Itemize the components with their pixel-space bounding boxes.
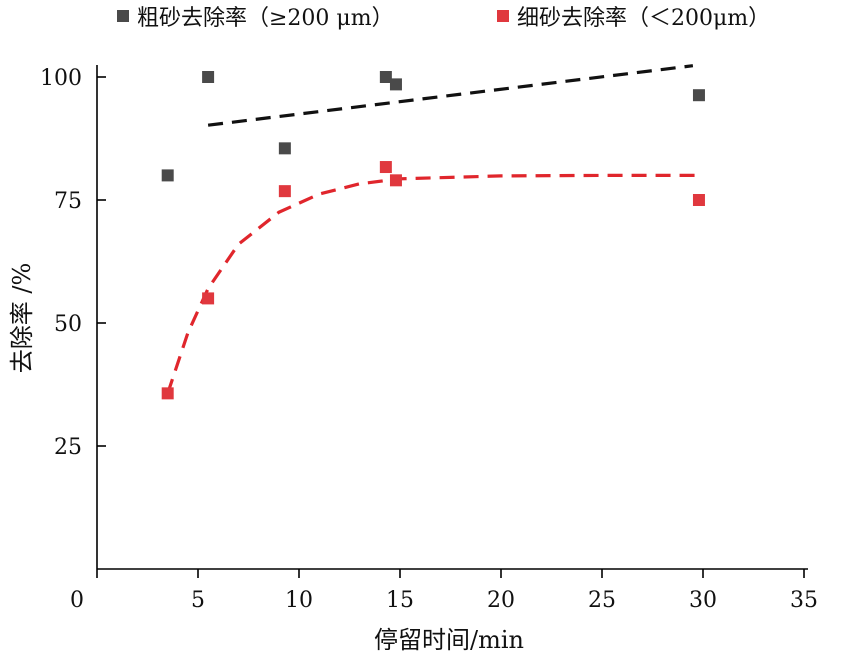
trend-line-coarse bbox=[207, 64, 694, 127]
x-tick-label: 5 bbox=[191, 588, 205, 613]
y-tick-label: 50 bbox=[54, 312, 82, 337]
legend-label-fine: 细砂去除率（＜200μm） bbox=[517, 6, 770, 31]
x-axis-title: 停留时间/min bbox=[374, 626, 524, 654]
data-markers bbox=[161, 71, 705, 400]
fine-data-point bbox=[379, 161, 392, 174]
coarse-data-point bbox=[389, 78, 402, 91]
y-axis-ticks: 25 50 75 100 bbox=[40, 66, 106, 460]
legend-marker-fine bbox=[497, 10, 509, 22]
axes: 0 5 10 15 20 25 30 35 25 50 75 100 bbox=[40, 65, 818, 613]
coarse-data-point bbox=[202, 71, 215, 83]
x-tick-label: 10 bbox=[285, 588, 313, 613]
coarse-data-point bbox=[161, 169, 174, 182]
fine-data-point bbox=[161, 387, 174, 400]
fine-data-point bbox=[202, 292, 215, 305]
x-tick-label: 25 bbox=[588, 588, 616, 613]
trend-lines bbox=[166, 64, 703, 394]
coarse-data-point bbox=[278, 142, 291, 155]
trend-line-fine bbox=[166, 173, 703, 394]
y-axis-title: 去除率 /% bbox=[8, 263, 36, 374]
x-axis-ticks: 0 5 10 15 20 25 30 35 bbox=[70, 569, 818, 613]
fine-data-point bbox=[278, 185, 291, 198]
fine-data-point bbox=[389, 174, 402, 187]
fine-data-point bbox=[692, 194, 705, 206]
coarse-data-point bbox=[379, 71, 392, 83]
legend-label-coarse: 粗砂去除率（≥200 μm） bbox=[137, 6, 394, 31]
legend: 粗砂去除率（≥200 μm） 细砂去除率（＜200μm） bbox=[117, 6, 770, 31]
y-tick-label: 75 bbox=[54, 189, 82, 214]
x-tick-label: 35 bbox=[790, 588, 818, 613]
legend-marker-coarse bbox=[117, 10, 129, 22]
y-tick-label: 100 bbox=[40, 66, 82, 91]
x-tick-label: 20 bbox=[487, 588, 515, 613]
coarse-data-point bbox=[692, 89, 705, 102]
y-tick-label: 25 bbox=[54, 435, 82, 460]
x-tick-label: 30 bbox=[689, 588, 717, 613]
x-tick-label: 15 bbox=[386, 588, 414, 613]
x-tick-label: 0 bbox=[70, 588, 84, 613]
